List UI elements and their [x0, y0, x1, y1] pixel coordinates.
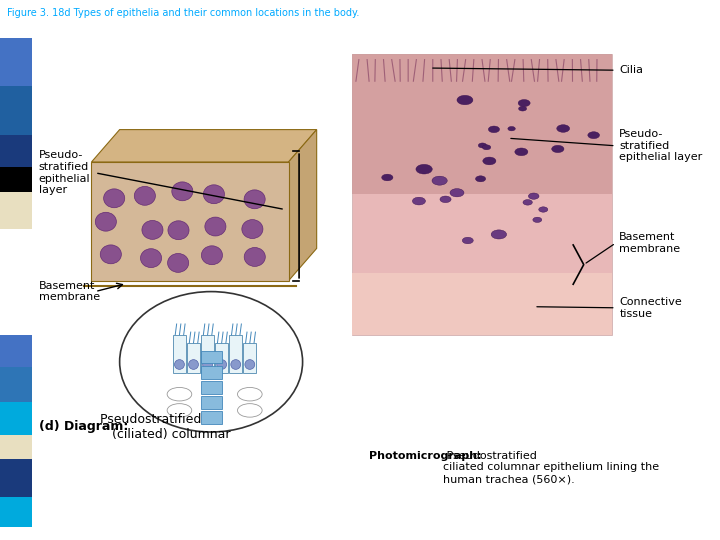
Ellipse shape — [462, 237, 473, 244]
Ellipse shape — [508, 126, 516, 131]
Bar — [352, 273, 612, 335]
Bar — [352, 54, 612, 194]
Bar — [0, 435, 32, 459]
Ellipse shape — [100, 245, 122, 264]
Ellipse shape — [488, 126, 500, 133]
Ellipse shape — [416, 164, 432, 174]
Ellipse shape — [167, 403, 192, 417]
Bar — [0, 367, 32, 402]
Bar — [0, 135, 32, 167]
Ellipse shape — [588, 132, 600, 139]
Ellipse shape — [203, 185, 225, 204]
Text: Pseudo-
stratified
epithelial
layer: Pseudo- stratified epithelial layer — [39, 151, 90, 195]
Ellipse shape — [515, 148, 528, 156]
Ellipse shape — [432, 176, 447, 185]
Bar — [0, 38, 32, 86]
Ellipse shape — [539, 207, 548, 212]
Ellipse shape — [483, 157, 496, 165]
Ellipse shape — [518, 99, 530, 106]
Ellipse shape — [491, 230, 507, 239]
Polygon shape — [91, 130, 317, 162]
Bar — [0, 402, 32, 435]
Text: Pseudo-
stratified
epithelial layer: Pseudo- stratified epithelial layer — [619, 129, 703, 163]
Ellipse shape — [238, 388, 262, 401]
Circle shape — [120, 292, 302, 432]
Text: Pseudostratified
ciliated columnar epithelium lining the
human trachea (560×).: Pseudostratified ciliated columnar epith… — [443, 451, 659, 484]
Bar — [215, 343, 228, 373]
Text: (d) Diagram:: (d) Diagram: — [39, 420, 128, 433]
Ellipse shape — [440, 196, 451, 202]
Bar — [230, 335, 242, 373]
Ellipse shape — [244, 247, 265, 266]
Bar — [201, 396, 222, 409]
Ellipse shape — [140, 249, 161, 268]
Ellipse shape — [238, 403, 262, 417]
Ellipse shape — [457, 96, 473, 105]
Ellipse shape — [217, 360, 227, 369]
Text: Photomicrograph:: Photomicrograph: — [369, 451, 482, 461]
Ellipse shape — [475, 176, 486, 182]
Text: Connective
tissue: Connective tissue — [619, 297, 682, 319]
Ellipse shape — [168, 221, 189, 240]
Ellipse shape — [204, 217, 226, 236]
Bar — [187, 343, 200, 373]
Bar — [201, 366, 222, 379]
Ellipse shape — [231, 360, 240, 369]
Bar — [173, 335, 186, 373]
Ellipse shape — [382, 174, 393, 181]
Bar — [0, 86, 32, 135]
Ellipse shape — [552, 145, 564, 153]
Ellipse shape — [413, 197, 426, 205]
Text: Basement
membrane: Basement membrane — [39, 281, 100, 302]
Ellipse shape — [245, 360, 255, 369]
Ellipse shape — [242, 220, 263, 239]
Text: Figure 3. 18d Types of epithelia and their common locations in the body.: Figure 3. 18d Types of epithelia and the… — [7, 8, 359, 18]
Ellipse shape — [450, 188, 464, 197]
Bar — [201, 381, 222, 394]
Bar — [91, 162, 289, 281]
Ellipse shape — [478, 143, 487, 148]
Ellipse shape — [523, 200, 532, 205]
Ellipse shape — [557, 125, 570, 132]
Bar — [352, 54, 612, 335]
Ellipse shape — [189, 360, 199, 369]
Ellipse shape — [202, 360, 212, 369]
Ellipse shape — [244, 190, 265, 209]
Text: Pseudostratified
    (ciliated) columnar: Pseudostratified (ciliated) columnar — [96, 413, 230, 441]
Bar — [201, 351, 222, 363]
Ellipse shape — [518, 106, 526, 111]
Ellipse shape — [172, 182, 193, 201]
Bar — [0, 497, 32, 526]
Ellipse shape — [482, 145, 491, 150]
Ellipse shape — [135, 186, 156, 205]
Bar — [202, 335, 214, 373]
Ellipse shape — [168, 253, 189, 272]
Ellipse shape — [528, 193, 539, 199]
Polygon shape — [289, 130, 317, 281]
Ellipse shape — [174, 360, 184, 369]
Ellipse shape — [104, 189, 125, 208]
Text: Basement
membrane: Basement membrane — [619, 232, 680, 254]
Ellipse shape — [142, 220, 163, 239]
Bar — [0, 167, 32, 192]
Text: Cilia: Cilia — [619, 65, 643, 75]
Bar — [201, 411, 222, 424]
Bar — [0, 192, 32, 230]
Ellipse shape — [533, 217, 541, 222]
Ellipse shape — [95, 212, 117, 231]
Ellipse shape — [202, 246, 222, 265]
Bar — [0, 335, 32, 367]
Bar — [0, 459, 32, 497]
Ellipse shape — [167, 388, 192, 401]
Bar — [243, 343, 256, 373]
